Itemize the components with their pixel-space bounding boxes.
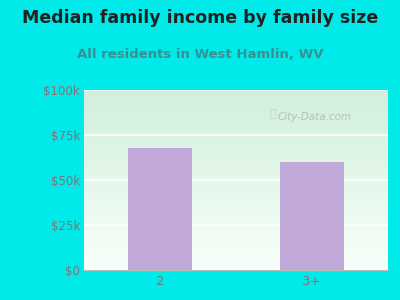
Text: All residents in West Hamlin, WV: All residents in West Hamlin, WV — [77, 48, 323, 61]
Text: Median family income by family size: Median family income by family size — [22, 9, 378, 27]
Text: City-Data.com: City-Data.com — [277, 112, 352, 122]
Bar — [280, 162, 344, 270]
Text: ⓘ: ⓘ — [269, 109, 276, 119]
Bar — [128, 148, 192, 270]
